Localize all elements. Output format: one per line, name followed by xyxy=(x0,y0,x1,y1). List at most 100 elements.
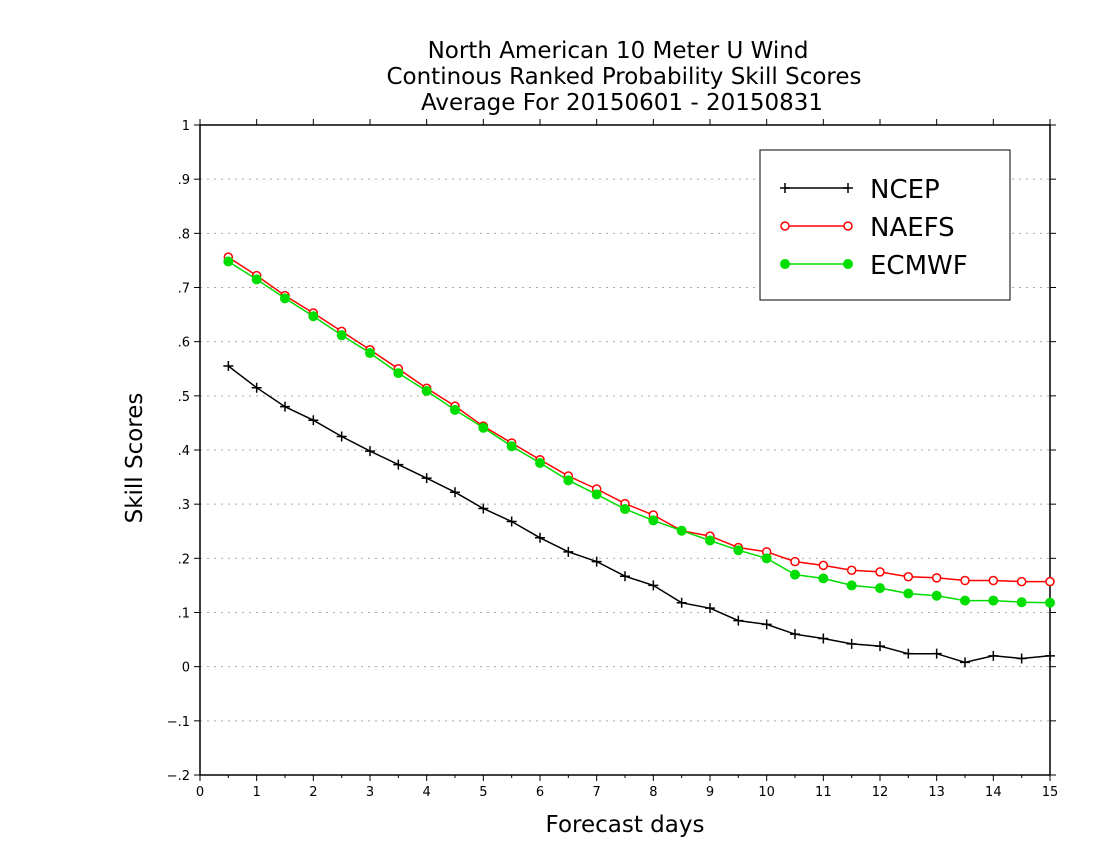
data-point-ncep xyxy=(223,361,234,372)
data-point-ncep xyxy=(478,503,489,514)
data-point-ecmwf xyxy=(280,293,290,304)
data-point-ncep xyxy=(988,650,999,661)
y-tick-label: .6 xyxy=(178,336,190,351)
data-point-ncep xyxy=(308,415,319,426)
data-point-ncep xyxy=(1045,650,1055,661)
legend-marker-start xyxy=(780,259,790,269)
data-point-ecmwf xyxy=(875,583,885,594)
data-point-ncep xyxy=(875,641,885,652)
data-point-ecmwf xyxy=(506,441,517,452)
data-point-ecmwf xyxy=(535,458,545,468)
data-point-naefs xyxy=(846,565,857,575)
title-line-3: Average For 20150601 - 20150831 xyxy=(421,90,823,116)
x-tick-label: 0 xyxy=(196,785,204,800)
x-tick-label: 10 xyxy=(758,785,775,800)
data-point-ncep xyxy=(648,580,659,591)
data-point-ecmwf xyxy=(960,595,970,606)
data-point-ecmwf xyxy=(733,545,744,556)
x-tick-label: 13 xyxy=(928,785,945,800)
data-point-ncep xyxy=(336,431,347,442)
data-point-naefs xyxy=(988,575,999,586)
data-point-ecmwf xyxy=(591,489,602,500)
data-point-ncep xyxy=(676,597,687,608)
data-point-ncep xyxy=(450,487,460,498)
data-point-ncep xyxy=(563,546,574,557)
data-point-ecmwf xyxy=(450,404,460,415)
legend-entries: NCEP NAEFS ECMWF xyxy=(780,175,968,281)
x-tick-label: 3 xyxy=(366,785,374,800)
legend-marker-start xyxy=(780,221,790,231)
data-point-ncep xyxy=(903,648,914,659)
data-point-ecmwf xyxy=(790,569,800,580)
data-point-ecmwf xyxy=(620,504,630,515)
y-axis-ticks: −.2 −.1 0 .1 .2 .3 .4 .5 .6 .7 .8 .9 1 xyxy=(167,119,1056,784)
y-tick-label: −.2 xyxy=(167,769,190,784)
data-point-ecmwf xyxy=(676,525,687,536)
data-point-ecmwf xyxy=(478,422,489,433)
data-point-ecmwf xyxy=(761,553,772,564)
legend-marker-end xyxy=(843,259,853,269)
data-point-naefs xyxy=(1045,576,1055,587)
data-point-ecmwf xyxy=(308,311,319,322)
y-tick-label: .9 xyxy=(178,173,190,188)
series-line-naefs xyxy=(227,256,1050,583)
x-tick-label: 4 xyxy=(423,785,431,800)
y-axis-label: Skill Scores xyxy=(122,393,148,524)
data-point-ecmwf xyxy=(336,330,347,341)
x-tick-label: 12 xyxy=(872,785,889,800)
data-point-ncep xyxy=(705,603,715,614)
x-tick-label: 14 xyxy=(985,785,1002,800)
y-tick-label: −.1 xyxy=(167,715,190,730)
series-layer xyxy=(223,252,1055,668)
data-point-ecmwf xyxy=(931,590,942,601)
series-ecmwf xyxy=(223,256,1055,608)
data-point-ncep xyxy=(818,633,829,644)
data-point-naefs xyxy=(960,575,970,586)
series-naefs xyxy=(223,252,1055,587)
y-tick-label: .7 xyxy=(178,282,190,297)
data-point-ecmwf xyxy=(846,580,857,591)
data-point-naefs xyxy=(1016,576,1027,587)
legend-marker-end xyxy=(843,183,853,193)
legend: NCEP NAEFS ECMWF xyxy=(759,149,1011,301)
data-point-ecmwf xyxy=(903,588,914,599)
data-point-ecmwf xyxy=(705,535,715,546)
data-point-ecmwf xyxy=(1045,597,1055,608)
title-line-2: Continous Ranked Probability Skill Score… xyxy=(386,64,861,90)
data-point-ncep xyxy=(506,516,517,527)
data-point-ncep xyxy=(733,615,744,626)
x-tick-label: 7 xyxy=(593,785,601,800)
data-point-naefs xyxy=(875,567,885,577)
legend-marker-end xyxy=(843,221,853,231)
legend-label-naefs: NAEFS xyxy=(870,213,955,243)
data-point-ecmwf xyxy=(818,573,829,584)
data-point-ecmwf xyxy=(988,595,999,606)
data-point-ecmwf xyxy=(251,274,262,285)
data-point-ecmwf xyxy=(563,475,574,486)
y-tick-label: .3 xyxy=(178,498,190,513)
y-tick-label: 1 xyxy=(182,119,190,134)
y-tick-label: .1 xyxy=(178,607,190,622)
data-point-ncep xyxy=(960,657,970,668)
legend-item-naefs: NAEFS xyxy=(780,213,955,243)
legend-item-ncep: NCEP xyxy=(780,175,940,205)
x-axis-ticks: 0 1 2 3 4 5 6 7 8 9 10 11 12 13 14 15 xyxy=(196,119,1058,800)
data-point-ncep xyxy=(535,532,545,543)
y-gridlines xyxy=(200,178,1050,722)
data-point-ncep xyxy=(846,638,857,649)
data-point-ncep xyxy=(365,446,375,457)
x-tick-label: 8 xyxy=(649,785,657,800)
data-point-ncep xyxy=(790,629,800,640)
title-line-1: North American 10 Meter U Wind xyxy=(428,38,809,64)
data-point-ecmwf xyxy=(365,348,375,359)
data-point-ncep xyxy=(761,619,772,630)
data-point-ncep xyxy=(393,459,404,470)
x-tick-label: 1 xyxy=(253,785,261,800)
data-point-ecmwf xyxy=(421,385,432,396)
x-tick-label: 2 xyxy=(309,785,317,800)
data-point-ncep xyxy=(251,382,262,393)
data-point-naefs xyxy=(931,573,942,583)
y-tick-label: .2 xyxy=(178,552,190,567)
legend-marker-start xyxy=(780,183,790,193)
